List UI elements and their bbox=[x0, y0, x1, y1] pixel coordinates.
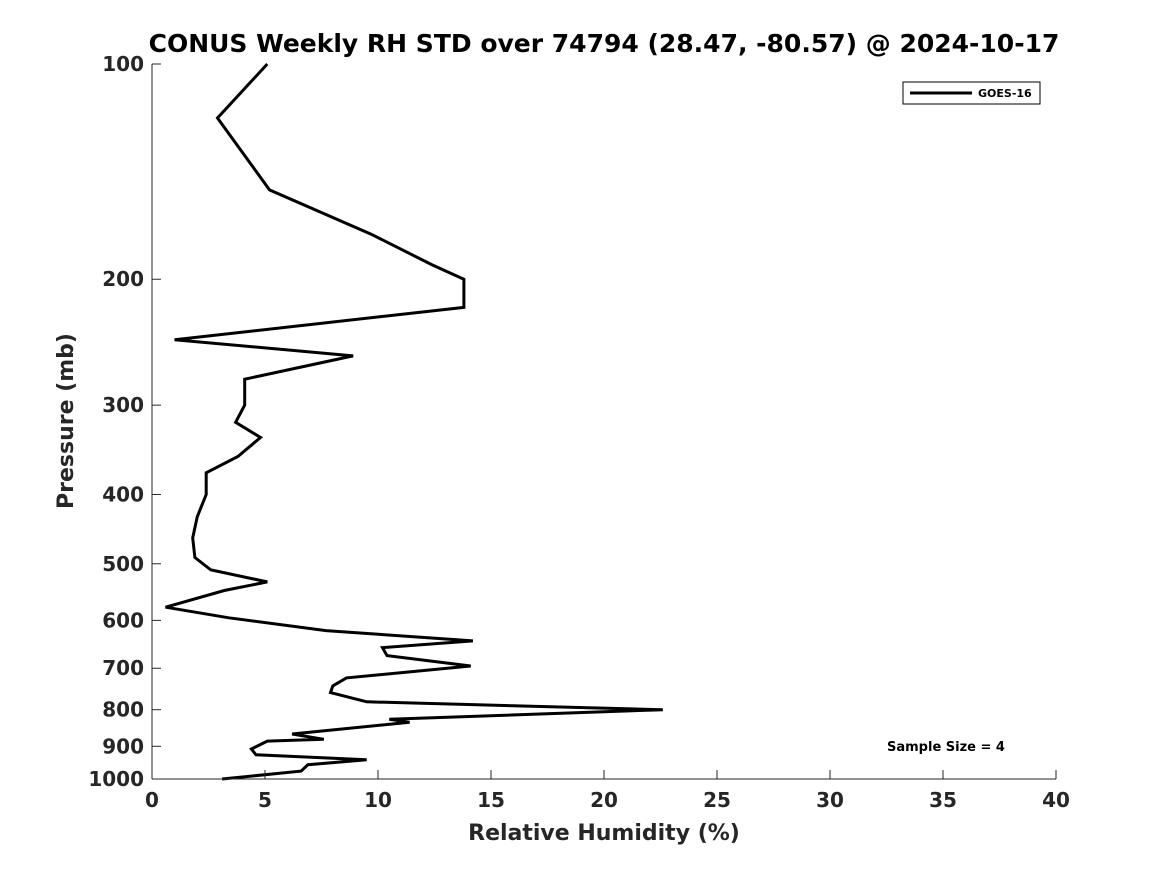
y-tick-label: 600 bbox=[102, 608, 144, 632]
chart-title: CONUS Weekly RH STD over 74794 (28.47, -… bbox=[149, 29, 1060, 58]
axes: 0 5 10 15 20 25 30 35 40 100 200 300 400 500 600 700 800… bbox=[88, 52, 1070, 812]
plot-area bbox=[165, 62, 663, 781]
x-tick-label: 5 bbox=[258, 788, 272, 812]
x-tick-label: 25 bbox=[703, 788, 731, 812]
y-tick-label: 1000 bbox=[88, 767, 144, 791]
y-tick-label: 900 bbox=[102, 734, 144, 758]
y-tick-label: 200 bbox=[102, 267, 144, 291]
y-tick-label: 800 bbox=[102, 698, 144, 722]
x-tick-label: 40 bbox=[1042, 788, 1070, 812]
y-tick-label: 300 bbox=[102, 393, 144, 417]
y-axis-label: Pressure (mb) bbox=[54, 333, 79, 509]
y-tick-label: 400 bbox=[102, 482, 144, 506]
x-axis-label: Relative Humidity (%) bbox=[468, 821, 740, 846]
x-tick-label: 10 bbox=[364, 788, 392, 812]
x-tick-label: 20 bbox=[590, 788, 618, 812]
sample-size-annotation: Sample Size = 4 bbox=[887, 740, 1005, 755]
x-tick-label: 15 bbox=[477, 788, 505, 812]
y-tick-label: 100 bbox=[102, 52, 144, 76]
legend-label-goes-16: GOES-16 bbox=[978, 87, 1032, 100]
x-tick-label: 30 bbox=[816, 788, 844, 812]
y-tick-label: 500 bbox=[102, 552, 144, 576]
x-tick-label: 35 bbox=[929, 788, 957, 812]
x-tick-label: 0 bbox=[145, 788, 159, 812]
series-line-goes-16 bbox=[165, 62, 663, 781]
y-tick-label: 700 bbox=[102, 656, 144, 680]
legend: GOES-16 bbox=[902, 81, 1041, 105]
